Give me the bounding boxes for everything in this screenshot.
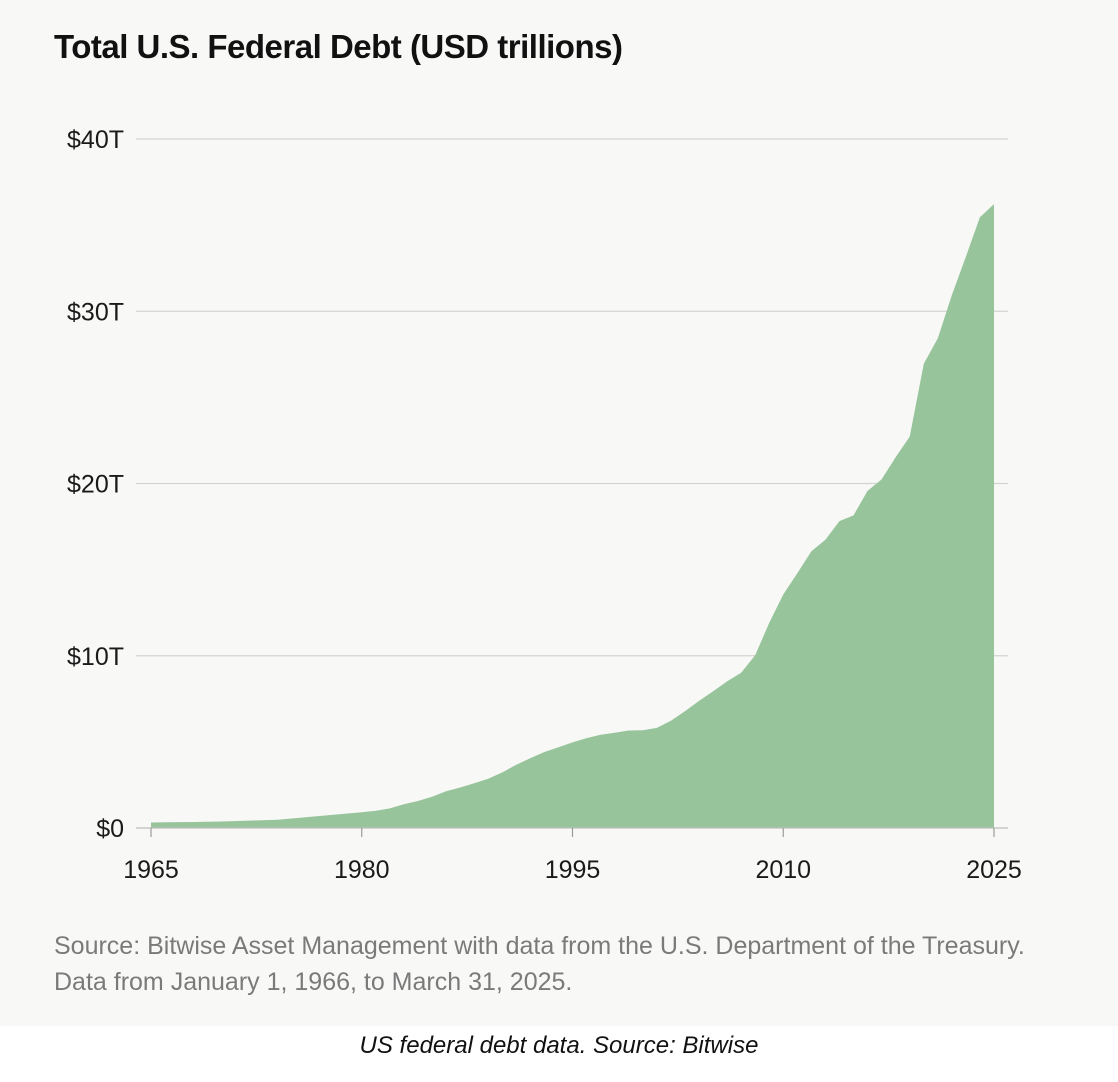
x-tick-label: 1995 <box>545 856 601 884</box>
area-chart: $0 $10T $20T $30T $40T 1965 1980 1995 2010 2025 <box>67 126 1022 884</box>
x-tick-label: 1980 <box>334 856 390 884</box>
y-tick-label: $20T <box>67 471 124 499</box>
y-axis: $0 $10T $20T $30T $40T <box>67 126 124 843</box>
x-tick-label: 2025 <box>966 856 1022 884</box>
x-tick-label: 1965 <box>123 856 179 884</box>
y-tick-label: $10T <box>67 643 124 671</box>
chart-panel: Total U.S. Federal Debt (USD trillions) … <box>54 28 1025 996</box>
x-tick-labels: 1965 1980 1995 2010 2025 <box>123 856 1022 884</box>
y-tick-label: $40T <box>67 126 124 154</box>
debt-area <box>151 204 994 829</box>
source-note: Source: Bitwise Asset Management with da… <box>54 932 1025 996</box>
x-axis <box>136 827 1008 837</box>
y-tick-label: $0 <box>96 815 124 843</box>
y-tick-label: $30T <box>67 298 124 326</box>
x-tick-label: 2010 <box>755 856 811 884</box>
figure-caption: US federal debt data. Source: Bitwise <box>359 1032 759 1059</box>
chart-title: Total U.S. Federal Debt (USD trillions) <box>54 28 623 65</box>
